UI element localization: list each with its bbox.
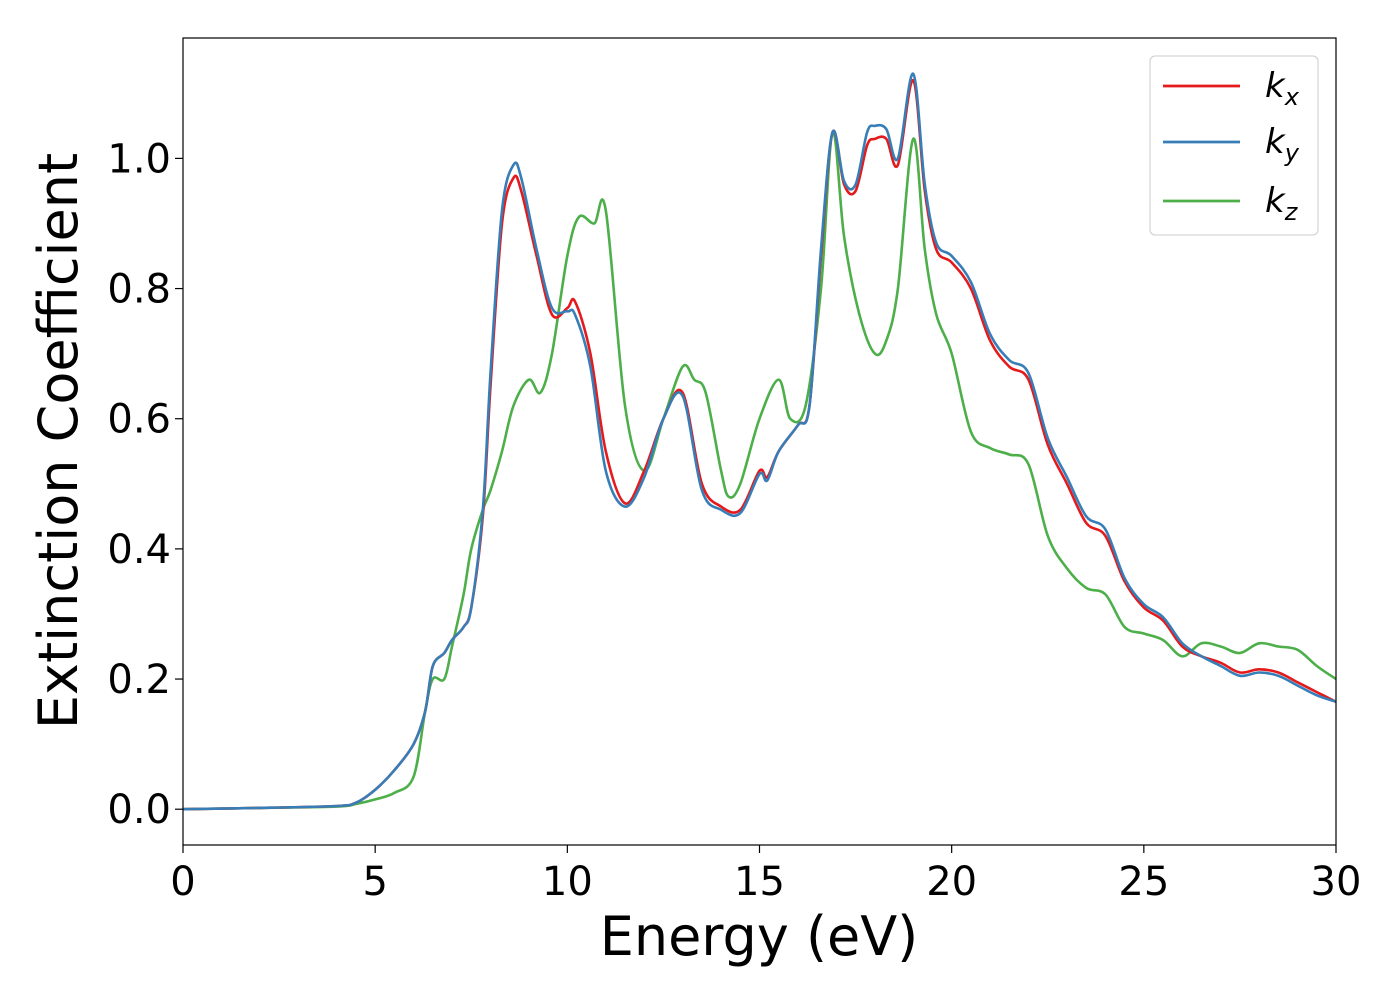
legend-label-z: kz bbox=[1265, 181, 1299, 226]
x-axis-label: Energy (eV) bbox=[600, 905, 919, 968]
x-tick-label: 5 bbox=[362, 859, 387, 905]
x-tick-label: 30 bbox=[1311, 859, 1362, 905]
x-tick-label: 15 bbox=[734, 859, 785, 905]
y-tick-label: 0.0 bbox=[107, 787, 171, 833]
legend-label-x: kx bbox=[1265, 66, 1300, 111]
legend: kx ky kz bbox=[1149, 55, 1319, 236]
y-axis: 0.0 0.2 0.4 0.6 0.8 1.0 bbox=[107, 136, 183, 833]
x-tick-label: 20 bbox=[926, 859, 977, 905]
x-axis: 0 5 10 15 20 25 30 bbox=[170, 845, 1361, 905]
y-tick-label: 1.0 bbox=[107, 136, 171, 182]
y-tick-label: 0.2 bbox=[107, 657, 171, 703]
plot-lines bbox=[183, 72, 1336, 811]
y-tick-label: 0.4 bbox=[107, 527, 171, 573]
x-tick-label: 25 bbox=[1118, 859, 1169, 905]
legend-label-y: ky bbox=[1265, 122, 1300, 167]
x-tick-label: 0 bbox=[170, 859, 195, 905]
x-tick-label: 10 bbox=[542, 859, 593, 905]
legend-box bbox=[1149, 55, 1319, 236]
series-line-k-z bbox=[183, 130, 1336, 811]
y-tick-label: 0.8 bbox=[107, 267, 171, 313]
y-tick-label: 0.6 bbox=[107, 397, 171, 443]
y-axis-label: Extinction Coefficient bbox=[27, 153, 90, 729]
series-line-k-y bbox=[183, 72, 1336, 811]
